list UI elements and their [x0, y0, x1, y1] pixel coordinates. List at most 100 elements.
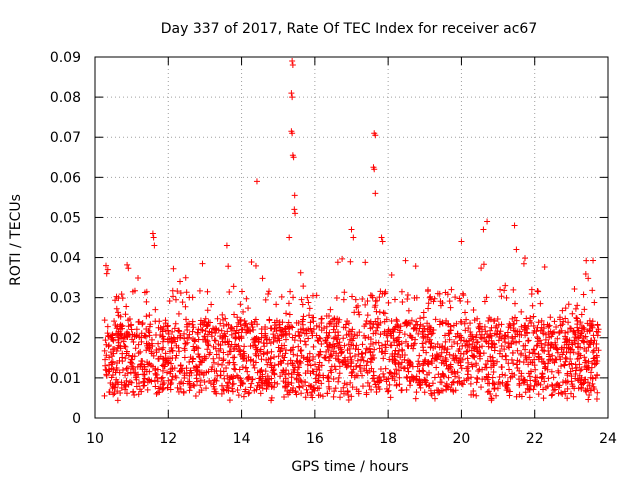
- data-point: [458, 365, 465, 372]
- data-point: [535, 288, 542, 295]
- data-point: [509, 370, 516, 377]
- data-point: [584, 379, 591, 386]
- data-point: [189, 328, 196, 335]
- data-point: [166, 298, 173, 305]
- data-point: [259, 385, 266, 392]
- data-point: [113, 305, 120, 312]
- data-point: [531, 356, 538, 363]
- data-point: [410, 325, 417, 332]
- data-point: [568, 378, 575, 385]
- data-point: [136, 318, 143, 325]
- data-point: [385, 299, 392, 306]
- data-point: [258, 377, 265, 384]
- data-point: [275, 344, 282, 351]
- x-axis-label: GPS time / hours: [291, 459, 408, 475]
- data-point: [213, 377, 220, 384]
- data-point: [366, 320, 373, 327]
- data-point: [192, 338, 199, 345]
- data-point: [181, 372, 188, 379]
- data-point: [420, 333, 427, 340]
- data-point: [501, 332, 508, 339]
- data-point: [553, 345, 560, 352]
- data-point: [476, 366, 483, 373]
- data-point: [398, 288, 405, 295]
- data-point: [317, 348, 324, 355]
- data-point: [114, 397, 121, 404]
- data-point: [168, 339, 175, 346]
- data-point: [115, 312, 122, 319]
- data-point: [218, 382, 225, 389]
- data-point: [111, 390, 118, 397]
- data-point: [559, 379, 566, 386]
- data-point: [152, 318, 159, 325]
- data-point: [438, 387, 445, 394]
- data-point: [231, 361, 238, 368]
- data-point: [309, 314, 316, 321]
- data-point: [406, 332, 413, 339]
- data-point: [102, 337, 109, 344]
- data-point: [439, 299, 446, 306]
- data-point: [360, 357, 367, 364]
- data-point: [221, 330, 228, 337]
- data-point: [535, 351, 542, 358]
- y-tick-label: 0: [72, 411, 81, 427]
- data-point: [200, 372, 207, 379]
- data-point: [109, 353, 116, 360]
- data-point: [314, 337, 321, 344]
- data-point: [241, 352, 248, 359]
- data-point: [395, 361, 402, 368]
- data-point: [545, 347, 552, 354]
- data-point: [508, 356, 515, 363]
- data-point: [359, 372, 366, 379]
- data-point: [248, 259, 255, 266]
- data-point: [234, 387, 241, 394]
- data-point: [119, 322, 126, 329]
- data-point: [413, 389, 420, 396]
- data-point: [267, 359, 274, 366]
- data-point: [348, 372, 355, 379]
- data-point: [458, 318, 465, 325]
- x-tick-label: 14: [233, 431, 251, 447]
- y-tick-label: 0.02: [50, 331, 81, 347]
- data-point: [171, 336, 178, 343]
- data-point: [215, 347, 222, 354]
- data-point: [268, 394, 275, 401]
- data-point: [454, 379, 461, 386]
- data-point: [132, 345, 139, 352]
- data-point: [469, 352, 476, 359]
- data-point: [237, 321, 244, 328]
- data-point: [343, 364, 350, 371]
- data-point: [230, 283, 237, 290]
- data-point: [362, 334, 369, 341]
- data-point: [152, 383, 159, 390]
- data-point: [287, 288, 294, 295]
- data-point: [588, 321, 595, 328]
- data-point: [443, 317, 450, 324]
- data-point: [565, 301, 572, 308]
- data-point: [416, 352, 423, 359]
- data-point: [220, 349, 227, 356]
- data-point: [484, 380, 491, 387]
- data-point: [547, 328, 554, 335]
- data-point: [483, 373, 490, 380]
- data-point: [430, 327, 437, 334]
- data-point: [412, 263, 419, 270]
- data-point: [275, 353, 282, 360]
- data-point: [367, 336, 374, 343]
- data-point: [135, 391, 142, 398]
- data-point: [289, 130, 296, 137]
- data-point: [321, 354, 328, 361]
- data-point: [574, 327, 581, 334]
- data-point: [378, 234, 385, 241]
- data-point: [164, 336, 171, 343]
- data-point: [158, 375, 165, 382]
- data-point: [306, 350, 313, 357]
- data-point: [248, 380, 255, 387]
- data-point: [415, 358, 422, 365]
- data-point: [518, 331, 525, 338]
- data-point: [595, 326, 602, 333]
- data-point: [526, 386, 533, 393]
- data-point: [483, 294, 490, 301]
- data-point: [522, 389, 529, 396]
- data-point: [176, 328, 183, 335]
